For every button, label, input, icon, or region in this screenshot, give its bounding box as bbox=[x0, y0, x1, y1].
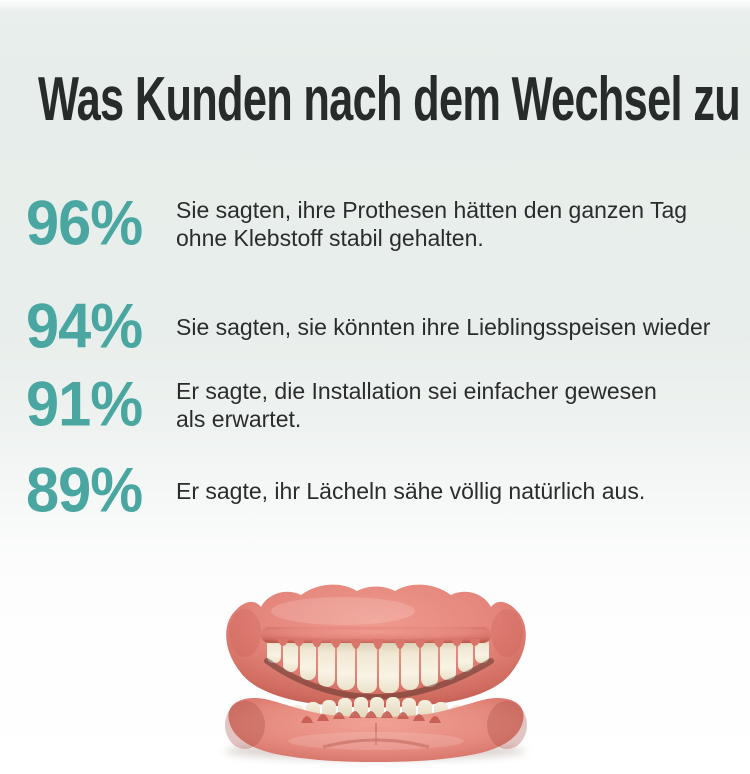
stat-percent: 96% bbox=[26, 188, 143, 259]
stat-row: 96% Sie sagten, ihre Prothesen hätten de… bbox=[26, 188, 687, 259]
stat-percent: 91% bbox=[26, 369, 143, 440]
stat-text: Er sagte, die Installation sei einfacher… bbox=[176, 377, 657, 433]
lower-gum-papillae bbox=[301, 711, 441, 723]
stat-text: Sie sagten, ihre Prothesen hätten den ga… bbox=[176, 196, 687, 252]
stat-text-line: Sie sagten, ihre Prothesen hätten den ga… bbox=[176, 197, 688, 223]
stat-row: 94% Sie sagten, sie könnten ihre Lieblin… bbox=[26, 291, 710, 362]
upper-gum-papillae bbox=[277, 639, 481, 650]
stat-text: Er sagte, ihr Lächeln sähe völlig natürl… bbox=[176, 477, 645, 505]
stat-text-line: Er sagte, ihr Lächeln sähe völlig natürl… bbox=[176, 478, 646, 504]
upper-teeth bbox=[267, 637, 489, 693]
stat-text-line: Sie sagten, sie könnten ihre Lieblingssp… bbox=[176, 314, 711, 340]
dentures-illustration bbox=[225, 584, 527, 762]
stat-percent: 94% bbox=[26, 291, 143, 362]
stat-row: 89% Er sagte, ihr Lächeln sähe völlig na… bbox=[26, 455, 645, 526]
bite-seam bbox=[264, 658, 494, 701]
stat-text: Sie sagten, sie könnten ihre Lieblingssp… bbox=[176, 313, 710, 341]
stat-text-line: Er sagte, die Installation sei einfacher… bbox=[176, 378, 657, 404]
page-title-text: Was Kunden nach dem Wechsel zu bbox=[38, 65, 740, 130]
stat-row: 91% Er sagte, die Installation sei einfa… bbox=[26, 369, 657, 440]
stat-text-line: als erwartet. bbox=[176, 406, 302, 432]
page-title: Was Kunden nach dem Wechsel zu bbox=[38, 65, 741, 130]
stat-text-line: ohne Klebstoff stabil gehalten. bbox=[176, 225, 484, 251]
stat-percent: 89% bbox=[26, 455, 143, 526]
